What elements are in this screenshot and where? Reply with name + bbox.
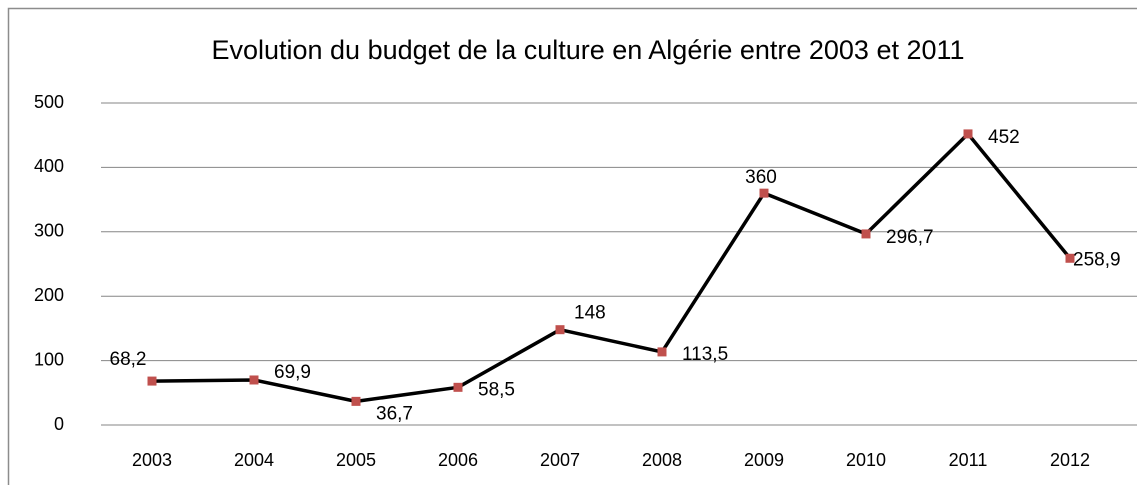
line [151, 132, 1072, 404]
y-tick-label: 100 [34, 349, 64, 369]
data-label: 360 [745, 167, 777, 188]
marker [759, 188, 769, 198]
x-tick-label: 2006 [438, 450, 478, 470]
marker [147, 376, 157, 386]
data-label: 69,9 [274, 362, 311, 383]
data-label: 58,5 [478, 379, 515, 400]
data-label: 452 [988, 127, 1020, 148]
data-label: 68,2 [110, 349, 147, 370]
marker [861, 229, 871, 239]
x-tick-label: 2004 [234, 450, 274, 470]
data-label: 113,5 [682, 344, 728, 365]
chart-frame [7, 7, 1137, 485]
marker [657, 347, 667, 357]
y-tick-label: 400 [34, 156, 64, 176]
chart-title: Evolution du budget de la culture en Alg… [211, 35, 964, 65]
x-tick-label: 2005 [336, 450, 376, 470]
y-tick-label: 300 [34, 221, 64, 241]
x-tick-label: 2012 [1050, 450, 1090, 470]
marker [351, 396, 361, 406]
marker [453, 382, 463, 392]
x-tick-label: 2003 [132, 450, 172, 470]
marker [963, 129, 973, 139]
marker [1065, 253, 1075, 263]
data-label: 148 [574, 303, 606, 324]
data-label: 296,7 [886, 227, 934, 248]
x-tick-label: 2009 [744, 450, 784, 470]
data-label: 258,9 [1073, 249, 1121, 270]
x-tick-label: 2008 [642, 450, 682, 470]
marker [555, 325, 565, 335]
marker [249, 375, 259, 385]
y-tick-label: 500 [34, 92, 64, 112]
x-tick-label: 2010 [846, 450, 886, 470]
y-tick-label: 0 [54, 414, 64, 434]
x-tick-label: 2007 [540, 450, 580, 470]
y-tick-label: 200 [34, 285, 64, 305]
x-tick-label: 2011 [949, 450, 988, 470]
data-label: 36,7 [376, 403, 413, 424]
